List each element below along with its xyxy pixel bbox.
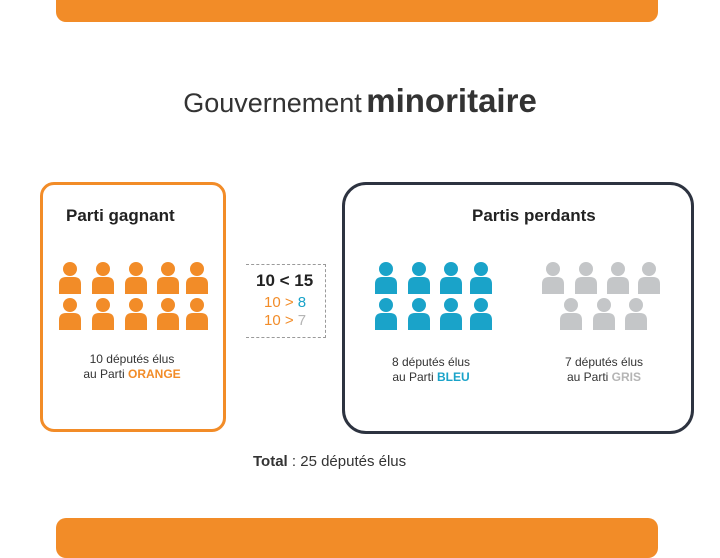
deputy-blue-icon [470,262,492,294]
deputy-orange-icon [186,262,208,294]
deputy-grey-icon [560,298,582,330]
party-orange: ORANGE [128,367,181,381]
blue-caption: 8 députés élus au Parti BLEU [391,355,471,384]
deputy-blue-icon [375,298,397,330]
top-accent-bar [56,0,658,22]
deputy-orange-icon [157,298,179,330]
comparison-grey: 10 > 7 [264,312,307,329]
deputy-grey-icon [542,262,564,294]
deputy-orange-icon [59,262,81,294]
deputy-grey-icon [593,298,615,330]
bottom-accent-bar [56,518,658,558]
deputies-icons [59,262,660,330]
deputy-blue-icon [408,298,430,330]
deputy-blue-icon [470,298,492,330]
deputy-blue-icon [440,298,462,330]
deputy-grey-icon [607,262,629,294]
losing-parties-box [342,182,694,434]
deputy-orange-icon [125,298,147,330]
party-grey: GRIS [611,370,642,384]
title-regular: Gouvernement [183,88,362,118]
winner-label: Parti gagnant [66,206,175,226]
grey-caption: 7 députés élus au Parti GRIS [564,355,644,384]
deputy-orange-icon [92,262,114,294]
party-blue: BLEU [437,370,470,384]
comparison-blue: 10 > 8 [264,294,307,311]
deputy-blue-icon [408,262,430,294]
losers-label: Partis perdants [472,206,596,226]
total-seats: Total : 25 députés élus [253,453,407,470]
deputy-orange-icon [186,298,208,330]
seat-comparison: 10 < 15 10 > 8 10 > 7 [246,264,326,338]
winner-party-box [40,182,226,432]
deputy-grey-icon [638,262,660,294]
slide-title: Gouvernement minoritaire [0,82,720,120]
deputy-blue-icon [440,262,462,294]
comparison-main: 10 < 15 [256,271,314,290]
deputy-blue-icon [375,262,397,294]
deputy-grey-icon [575,262,597,294]
deputy-orange-icon [157,262,179,294]
deputy-orange-icon [92,298,114,330]
title-bold: minoritaire [366,82,537,119]
deputy-orange-icon [125,262,147,294]
winner-caption: 10 députés élus au Parti ORANGE [83,352,181,381]
deputy-grey-icon [625,298,647,330]
deputy-orange-icon [59,298,81,330]
